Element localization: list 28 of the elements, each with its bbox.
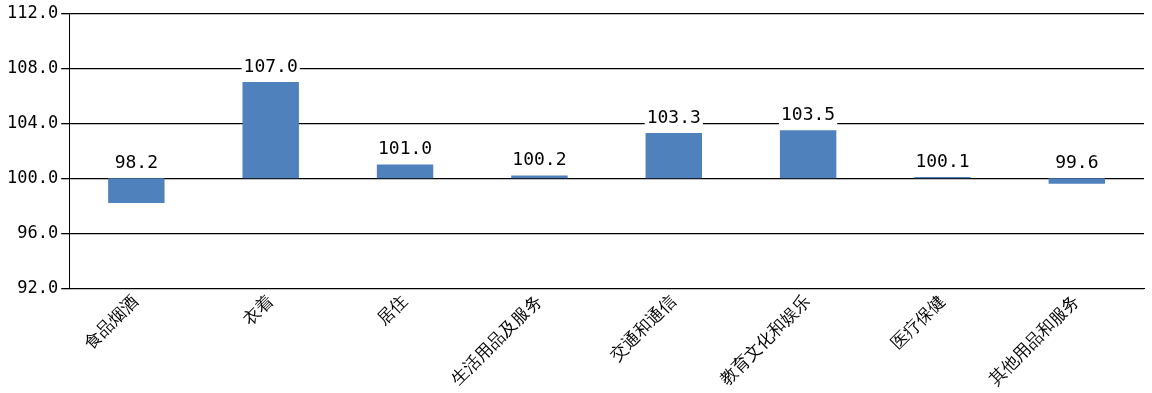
bar xyxy=(1048,178,1106,184)
x-tick-label: 生活用品及服务 xyxy=(447,290,546,389)
y-tick-label: 108.0 xyxy=(6,56,59,77)
y-tick-label: 100.0 xyxy=(6,166,59,187)
data-label: 103.3 xyxy=(646,105,701,127)
data-label: 107.0 xyxy=(243,54,298,76)
x-tick-label: 食品烟酒 xyxy=(80,290,143,353)
bar xyxy=(108,178,165,204)
x-tick-label: 教育文化和娱乐 xyxy=(715,290,815,389)
bar xyxy=(645,132,702,179)
data-label: 98.2 xyxy=(114,151,159,173)
y-tick-label: 96.0 xyxy=(17,221,59,242)
x-tick-label: 衣着 xyxy=(238,290,277,329)
x-tick-label: 其他用品和服务 xyxy=(984,290,1083,389)
x-tick-label: 居住 xyxy=(372,290,412,329)
y-tick-label: 112.0 xyxy=(6,1,59,22)
y-tick-label: 92.0 xyxy=(17,276,59,297)
data-label: 103.5 xyxy=(781,102,836,124)
x-tick-label: 医疗保健 xyxy=(886,290,949,353)
data-label: 100.1 xyxy=(915,149,970,171)
bar xyxy=(779,130,837,179)
y-tick-label: 104.0 xyxy=(6,111,59,132)
data-label: 99.6 xyxy=(1055,151,1099,173)
bar xyxy=(242,82,299,179)
x-tick-label: 交通和通信 xyxy=(605,290,680,365)
data-label: 101.0 xyxy=(377,137,433,159)
data-label: 100.2 xyxy=(512,148,567,170)
bar xyxy=(376,164,434,179)
